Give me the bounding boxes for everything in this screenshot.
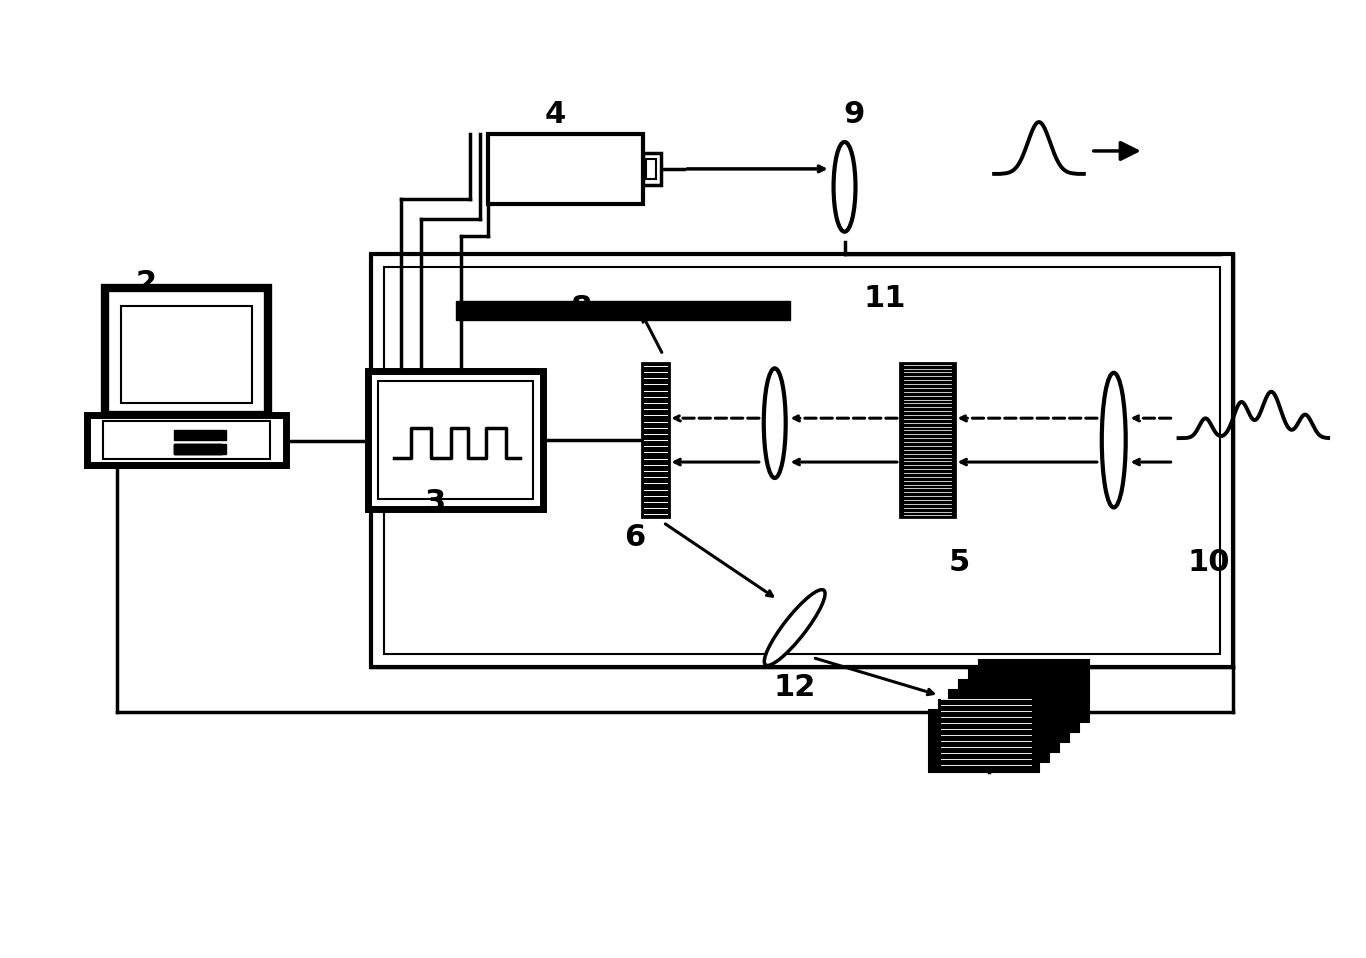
Bar	[968, 671, 1079, 732]
Bar	[456, 301, 790, 321]
Bar	[105, 287, 268, 415]
Text: 4: 4	[545, 100, 566, 128]
Ellipse shape	[764, 368, 785, 478]
Bar	[86, 415, 285, 465]
Ellipse shape	[1102, 373, 1126, 508]
Ellipse shape	[764, 589, 825, 666]
Text: 3: 3	[425, 489, 447, 517]
Bar	[378, 381, 533, 499]
Bar	[384, 266, 1220, 654]
Bar	[646, 159, 656, 179]
Bar	[949, 691, 1059, 752]
Ellipse shape	[833, 142, 855, 232]
Text: 9: 9	[844, 100, 865, 128]
Bar	[642, 363, 668, 517]
Bar	[488, 134, 642, 204]
Bar	[175, 430, 227, 440]
Text: 10: 10	[1187, 548, 1229, 578]
Bar	[940, 700, 1049, 763]
Text: 12: 12	[773, 673, 816, 702]
Bar	[175, 445, 223, 454]
Text: 5: 5	[948, 548, 970, 578]
Bar	[120, 306, 253, 403]
Bar	[175, 445, 227, 454]
Bar	[929, 710, 1040, 772]
Bar	[102, 422, 270, 459]
Bar	[372, 254, 1233, 668]
Text: 6: 6	[624, 523, 646, 553]
Text: 7: 7	[1044, 718, 1064, 747]
Bar	[175, 445, 223, 454]
Bar	[959, 680, 1068, 742]
Text: 2: 2	[137, 269, 157, 298]
Bar	[979, 660, 1089, 722]
Bar	[642, 153, 661, 185]
Bar	[900, 363, 955, 517]
Text: 8: 8	[570, 294, 591, 323]
Text: 11: 11	[863, 284, 906, 313]
Bar	[369, 372, 542, 509]
